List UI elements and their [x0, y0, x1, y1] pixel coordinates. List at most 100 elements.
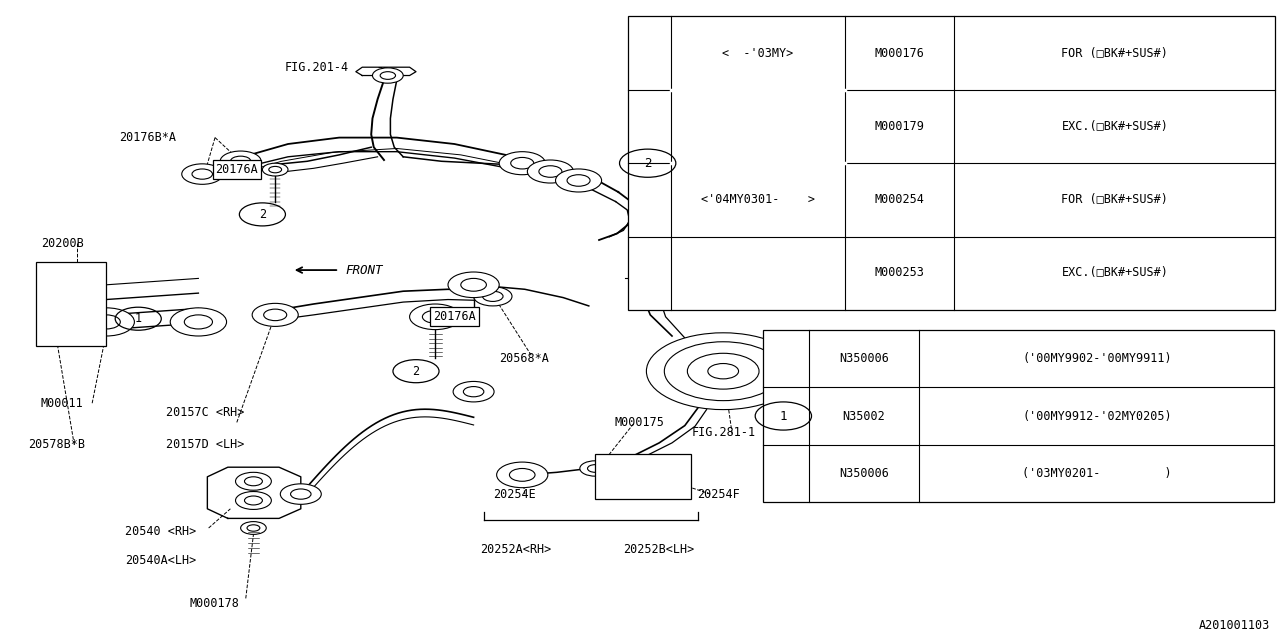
Circle shape: [422, 310, 448, 323]
Text: M000176: M000176: [874, 47, 924, 60]
Circle shape: [646, 333, 800, 410]
Circle shape: [262, 163, 288, 176]
Text: M000253: M000253: [874, 266, 924, 279]
Text: FIG.201-4: FIG.201-4: [284, 61, 348, 74]
Circle shape: [247, 525, 260, 531]
Text: FRONT: FRONT: [346, 264, 383, 276]
Circle shape: [78, 308, 134, 336]
Circle shape: [220, 151, 261, 172]
Circle shape: [708, 364, 739, 379]
Circle shape: [567, 175, 590, 186]
Circle shape: [236, 472, 271, 490]
Circle shape: [264, 309, 287, 321]
Circle shape: [192, 169, 212, 179]
Text: 20254E: 20254E: [493, 488, 535, 500]
Circle shape: [410, 304, 461, 330]
Circle shape: [244, 477, 262, 486]
Circle shape: [182, 164, 223, 184]
Text: N350006: N350006: [840, 467, 888, 480]
Text: 20540 <RH>: 20540 <RH>: [125, 525, 197, 538]
Circle shape: [52, 312, 63, 317]
Circle shape: [92, 315, 120, 329]
Text: M000174: M000174: [640, 272, 690, 285]
Circle shape: [46, 324, 69, 335]
Circle shape: [499, 152, 545, 175]
Text: 20578B*B: 20578B*B: [28, 438, 86, 451]
Circle shape: [241, 522, 266, 534]
Circle shape: [453, 381, 494, 402]
Text: 20157D <LH>: 20157D <LH>: [166, 438, 244, 451]
Circle shape: [539, 166, 562, 177]
Text: 20254F: 20254F: [698, 488, 740, 500]
Text: 2: 2: [259, 208, 266, 221]
Circle shape: [639, 276, 654, 284]
Text: N35002: N35002: [842, 410, 886, 422]
Circle shape: [687, 353, 759, 389]
Text: A201001103: A201001103: [1198, 620, 1270, 632]
Text: FOR (□BK#+SUS#): FOR (□BK#+SUS#): [1061, 47, 1169, 60]
Bar: [36, 262, 106, 346]
Circle shape: [588, 465, 603, 472]
Circle shape: [509, 468, 535, 481]
Circle shape: [184, 315, 212, 329]
Circle shape: [291, 489, 311, 499]
Bar: [595, 454, 691, 499]
Circle shape: [497, 462, 548, 488]
Circle shape: [269, 166, 282, 173]
Circle shape: [52, 282, 63, 287]
Circle shape: [252, 303, 298, 326]
Circle shape: [46, 294, 69, 305]
Text: M00011: M00011: [41, 397, 83, 410]
Circle shape: [244, 496, 262, 505]
Circle shape: [664, 342, 782, 401]
Text: N350006: N350006: [840, 352, 888, 365]
Text: 1: 1: [780, 410, 787, 422]
Text: 20176A: 20176A: [433, 310, 476, 323]
Text: ('00MY9902-'00MY9911): ('00MY9902-'00MY9911): [1023, 352, 1171, 365]
Text: 20157C <RH>: 20157C <RH>: [166, 406, 244, 419]
Circle shape: [46, 309, 69, 321]
Circle shape: [461, 278, 486, 291]
Text: 20252A<RH>: 20252A<RH>: [480, 543, 552, 556]
Text: M000178: M000178: [189, 597, 239, 610]
Circle shape: [483, 291, 503, 301]
Circle shape: [52, 297, 63, 302]
Text: 20252B<LH>: 20252B<LH>: [623, 543, 695, 556]
Circle shape: [372, 68, 403, 83]
Text: <  -'03MY>: < -'03MY>: [722, 47, 794, 60]
Circle shape: [556, 169, 602, 192]
Circle shape: [236, 492, 271, 509]
Text: FIG.281-1: FIG.281-1: [691, 426, 755, 438]
Circle shape: [230, 156, 251, 166]
Text: EXC.(□BK#+SUS#): EXC.(□BK#+SUS#): [1061, 120, 1169, 132]
Text: 2: 2: [644, 157, 652, 170]
Circle shape: [631, 273, 662, 288]
Circle shape: [511, 157, 534, 169]
Text: 20176B*A: 20176B*A: [119, 131, 177, 144]
Text: ('03MY0201-         ): ('03MY0201- ): [1023, 467, 1171, 480]
Circle shape: [280, 484, 321, 504]
Bar: [628, 16, 1275, 310]
Text: M000179: M000179: [874, 120, 924, 132]
Text: 2: 2: [412, 365, 420, 378]
Text: M000175: M000175: [614, 416, 664, 429]
Circle shape: [170, 308, 227, 336]
Circle shape: [463, 387, 484, 397]
Circle shape: [380, 72, 396, 79]
Circle shape: [474, 287, 512, 306]
Bar: [763, 330, 1274, 502]
Text: 20200B: 20200B: [41, 237, 83, 250]
Text: ('00MY9912-'02MY0205): ('00MY9912-'02MY0205): [1023, 410, 1171, 422]
Text: 1: 1: [134, 312, 142, 325]
Text: <'04MY0301-    >: <'04MY0301- >: [700, 193, 815, 206]
Circle shape: [448, 272, 499, 298]
Circle shape: [52, 327, 63, 332]
Text: 20176A: 20176A: [215, 163, 259, 176]
Text: 20568*A: 20568*A: [499, 352, 549, 365]
Text: 20540A<LH>: 20540A<LH>: [125, 554, 197, 566]
Circle shape: [46, 279, 69, 291]
Text: FOR (□BK#+SUS#): FOR (□BK#+SUS#): [1061, 193, 1169, 206]
Text: EXC.(□BK#+SUS#): EXC.(□BK#+SUS#): [1061, 266, 1169, 279]
Circle shape: [580, 461, 611, 476]
Text: M000254: M000254: [874, 193, 924, 206]
